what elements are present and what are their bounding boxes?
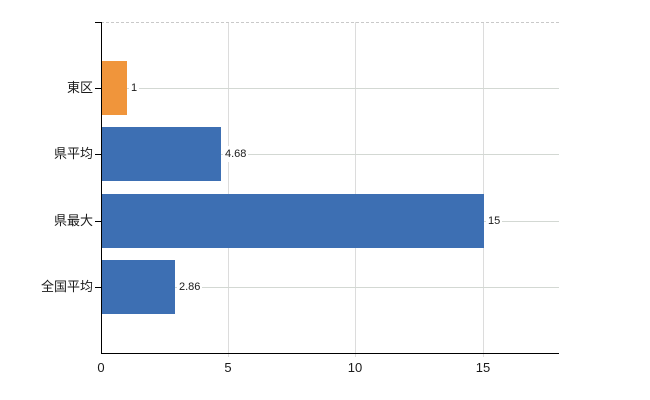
axis-top-tick [95, 22, 101, 23]
category-label: 全国平均 [40, 279, 93, 294]
bar-3 [102, 260, 175, 314]
category-label: 県平均 [53, 146, 93, 161]
horizontal-gridline [101, 154, 559, 155]
category-tick [95, 287, 101, 288]
plot-top-border [101, 22, 559, 23]
x-tick-label: 10 [347, 360, 363, 375]
x-tick-label: 0 [97, 360, 105, 375]
bar-value-label: 1 [129, 80, 140, 96]
horizontal-gridline [101, 287, 559, 288]
x-axis-line [101, 353, 559, 354]
bar-value-label: 15 [486, 213, 503, 229]
category-tick [95, 221, 101, 222]
horizontal-gridline [101, 88, 559, 89]
bar-0 [102, 61, 127, 115]
category-tick [95, 154, 101, 155]
category-label: 県最大 [53, 213, 93, 228]
vertical-gridline [355, 22, 356, 357]
category-tick [95, 88, 101, 89]
bar-2 [102, 194, 484, 248]
vertical-gridline [228, 22, 229, 357]
bar-value-label: 2.86 [177, 279, 203, 295]
bar-1 [102, 127, 221, 181]
plot-area: 1 4.68 15 2.86 [101, 22, 559, 357]
bar-value-label: 4.68 [223, 146, 249, 162]
category-axis-labels: 東区県平均県最大全国平均 [0, 22, 101, 353]
category-label: 東区 [66, 80, 93, 95]
x-tick-label: 5 [224, 360, 232, 375]
x-tick-label: 15 [475, 360, 491, 375]
y-axis-line [101, 22, 102, 353]
vertical-gridline [483, 22, 484, 357]
value-axis-labels: 0 5 10 15 [97, 360, 559, 380]
